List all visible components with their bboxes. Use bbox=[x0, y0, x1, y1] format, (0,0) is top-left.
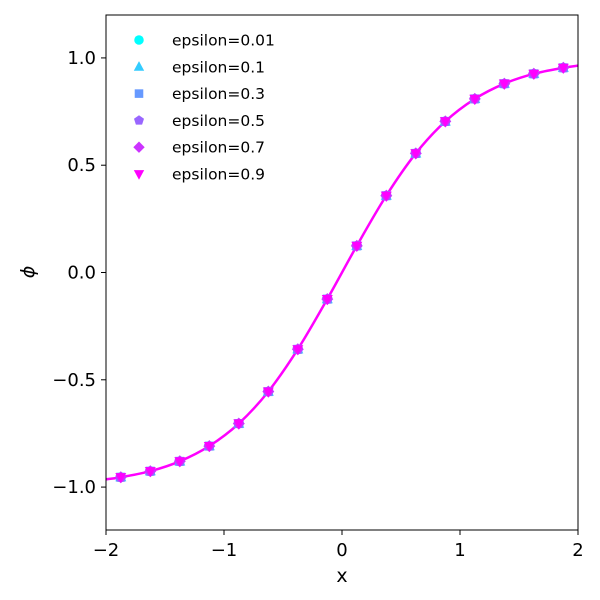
data-point bbox=[439, 117, 451, 128]
legend-label: epsilon=0.01 bbox=[172, 32, 275, 50]
legend: epsilon=0.01 epsilon=0.1 epsilon=0.3 epsilo… bbox=[133, 32, 275, 184]
plot-area bbox=[106, 61, 578, 484]
x-tick-label: −2 bbox=[93, 540, 120, 561]
data-point bbox=[498, 79, 510, 90]
x-tick-label: 1 bbox=[454, 540, 465, 561]
y-axis: −1.0 −0.5 0.0 0.5 1.0 bbox=[52, 48, 106, 498]
y-tick-label: 0.0 bbox=[67, 263, 96, 284]
data-point bbox=[262, 387, 274, 398]
x-tick-label: 2 bbox=[572, 540, 583, 561]
legend-marker bbox=[133, 141, 145, 153]
series-epsilon=0.9 bbox=[115, 63, 569, 484]
x-axis-label: x bbox=[336, 565, 347, 587]
y-tick-label: 1.0 bbox=[67, 48, 96, 69]
data-point bbox=[144, 467, 156, 478]
legend-item: epsilon=0.3 bbox=[134, 85, 265, 103]
x-tick-label: 0 bbox=[336, 540, 347, 561]
legend-item: epsilon=0.5 bbox=[134, 112, 265, 130]
data-point bbox=[115, 473, 127, 484]
legend-label: epsilon=0.7 bbox=[172, 139, 265, 157]
data-point bbox=[351, 241, 363, 252]
data-point bbox=[528, 69, 540, 80]
data-point bbox=[469, 94, 481, 105]
legend-marker bbox=[134, 115, 144, 125]
legend-marker bbox=[134, 89, 144, 98]
data-point bbox=[292, 345, 304, 356]
legend-item: epsilon=0.01 bbox=[134, 32, 275, 50]
x-tick-label: −1 bbox=[211, 540, 238, 561]
x-axis: −2 −1 0 1 2 bbox=[93, 530, 584, 561]
y-tick-label: 0.5 bbox=[67, 155, 96, 176]
data-point bbox=[557, 63, 569, 74]
y-tick-label: −0.5 bbox=[52, 370, 96, 391]
legend-label: epsilon=0.1 bbox=[172, 58, 265, 76]
data-point bbox=[410, 149, 422, 160]
legend-item: epsilon=0.7 bbox=[133, 139, 265, 157]
data-point bbox=[321, 295, 333, 306]
legend-label: epsilon=0.3 bbox=[172, 85, 265, 103]
y-axis-label: ϕ bbox=[17, 266, 39, 279]
data-point bbox=[380, 191, 392, 202]
data-point bbox=[174, 457, 186, 468]
y-tick-label: −1.0 bbox=[52, 477, 96, 498]
legend-marker bbox=[133, 170, 145, 180]
legend-label: epsilon=0.5 bbox=[172, 112, 265, 130]
legend-item: epsilon=0.1 bbox=[133, 58, 265, 76]
legend-marker bbox=[133, 61, 145, 71]
legend-marker bbox=[134, 35, 144, 45]
legend-label: epsilon=0.9 bbox=[172, 166, 265, 184]
data-point bbox=[203, 442, 215, 453]
legend-item: epsilon=0.9 bbox=[133, 166, 265, 184]
data-point bbox=[233, 419, 245, 430]
